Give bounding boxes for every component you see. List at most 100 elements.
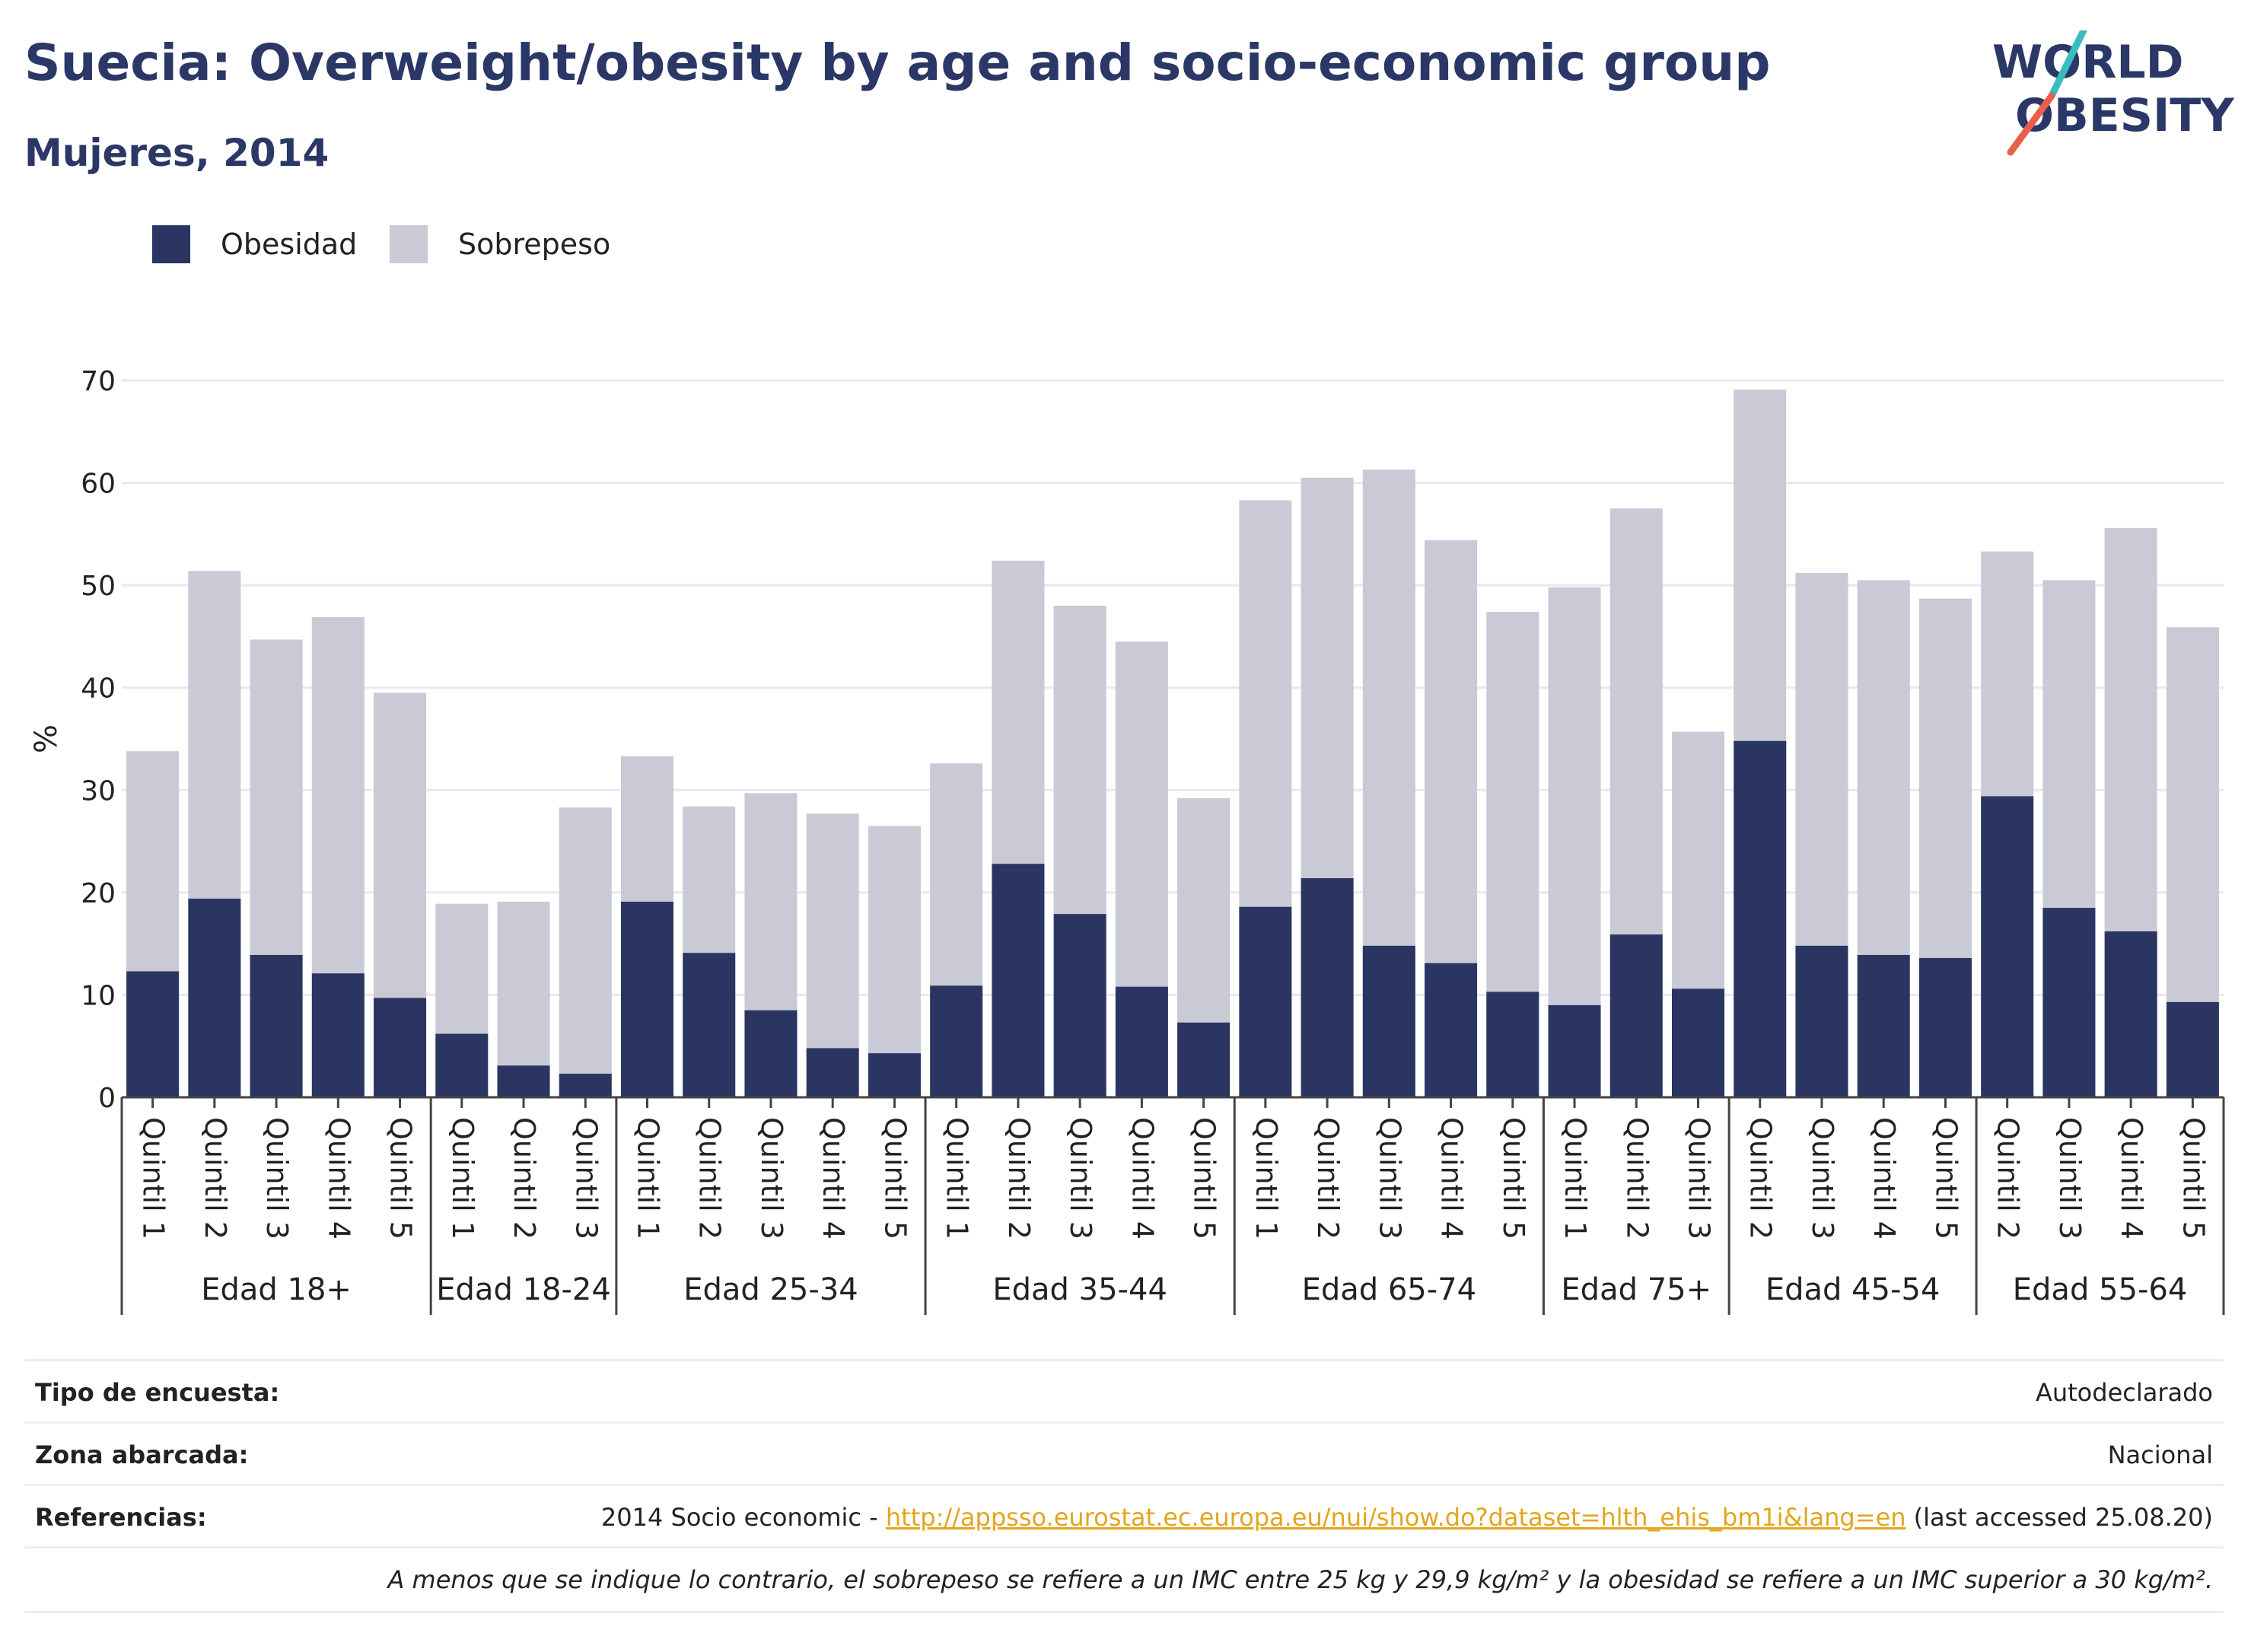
x-tick-label: Quintil 3 — [755, 1117, 788, 1240]
x-tick-label: Quintil 2 — [1992, 1117, 2025, 1240]
bar-obesidad — [1053, 914, 1106, 1097]
bar-obesidad — [311, 973, 365, 1097]
bar-sobrepeso — [1609, 508, 1663, 935]
legend-label-sobrepeso: Sobrepeso — [458, 228, 611, 261]
x-tick-label: Quintil 1 — [137, 1117, 170, 1240]
x-tick-label: Quintil 2 — [1744, 1117, 1778, 1240]
survey-value: Autodeclarado — [2035, 1378, 2213, 1407]
bar-obesidad — [435, 1033, 489, 1097]
bar-sobrepeso — [868, 826, 921, 1054]
references-value: 2014 Socio economic - http://appsso.euro… — [601, 1503, 2213, 1532]
bar-sobrepeso — [1115, 641, 1168, 987]
bar-sobrepeso — [311, 616, 365, 974]
bar-sobrepeso — [683, 806, 736, 953]
bar-obesidad — [2042, 908, 2096, 1097]
y-tick-label: 50 — [81, 571, 116, 602]
logo-slash-teal — [2048, 30, 2087, 100]
references-link[interactable]: http://appsso.eurostat.ec.europa.eu/nui/… — [885, 1503, 1906, 1532]
x-tick-label: Quintil 2 — [693, 1117, 727, 1240]
bar-obesidad — [930, 985, 983, 1097]
bar-obesidad — [374, 998, 427, 1097]
x-tick-label: Quintil 1 — [632, 1117, 665, 1240]
x-tick-label: Quintil 5 — [878, 1117, 912, 1240]
bar-sobrepeso — [250, 639, 303, 955]
x-tick-label: Quintil 1 — [1250, 1117, 1283, 1240]
bar-obesidad — [559, 1074, 612, 1097]
logo-slash-red — [2007, 92, 2055, 156]
x-tick-label: Quintil 3 — [1373, 1117, 1406, 1240]
area-value: Nacional — [2107, 1440, 2213, 1469]
y-tick-label: 30 — [81, 775, 116, 807]
x-tick-label: Quintil 2 — [1311, 1117, 1345, 1240]
x-tick-label: Quintil 4 — [1867, 1117, 1901, 1240]
bar-obesidad — [2166, 1001, 2219, 1097]
legend-item-obesidad[interactable]: Obesidad — [152, 225, 357, 263]
group-label: Edad 55-64 — [2013, 1272, 2188, 1307]
bar-obesidad — [744, 1010, 798, 1097]
bar-obesidad — [1981, 796, 2034, 1097]
y-tick-label: 0 — [98, 1083, 116, 1114]
bar-obesidad — [1115, 986, 1168, 1097]
info-row-area: Zona abarcada: Nacional — [24, 1421, 2224, 1486]
bar-sobrepeso — [744, 793, 798, 1011]
x-tick-label: Quintil 4 — [1126, 1117, 1159, 1240]
bar-obesidad — [1177, 1022, 1231, 1097]
world-obesity-logo: WORLD OBESITY — [1992, 30, 2235, 156]
definition-note: A menos que se indique lo contrario, el … — [387, 1565, 2213, 1594]
info-row-survey: Tipo de encuesta: Autodeclarado — [24, 1359, 2224, 1424]
bar-sobrepeso — [1548, 587, 1601, 1005]
x-tick-label: Quintil 1 — [446, 1117, 479, 1240]
bar-obesidad — [1671, 988, 1725, 1097]
x-tick-label: Quintil 5 — [2176, 1117, 2210, 1240]
x-tick-label: Quintil 2 — [199, 1117, 232, 1240]
y-axis-title: % — [29, 724, 64, 753]
x-tick-label: Quintil 5 — [1497, 1117, 1530, 1240]
references-prefix: 2014 Socio economic - — [600, 1503, 886, 1532]
bar-obesidad — [683, 953, 736, 1097]
bar-sobrepeso — [188, 571, 241, 899]
y-tick-label: 70 — [81, 366, 116, 397]
bar-obesidad — [992, 864, 1045, 1097]
x-tick-label: Quintil 5 — [1188, 1117, 1221, 1240]
info-row-references: Referencias: 2014 Socio economic - http:… — [24, 1484, 2224, 1549]
chart-title: Suecia: Overweight/obesity by age and so… — [24, 33, 1771, 92]
bar-obesidad — [620, 901, 674, 1097]
bar-sobrepeso — [620, 756, 674, 902]
legend-swatch-obesidad — [152, 225, 190, 263]
x-tick-label: Quintil 4 — [817, 1117, 850, 1240]
group-label: Edad 18-24 — [436, 1272, 611, 1307]
bar-obesidad — [1918, 957, 1972, 1097]
x-tick-label: Quintil 2 — [508, 1117, 541, 1240]
bar-obesidad — [1548, 1004, 1601, 1097]
x-tick-label: Quintil 2 — [1002, 1117, 1036, 1240]
x-tick-label: Quintil 3 — [1806, 1117, 1839, 1240]
x-tick-label: Quintil 4 — [2115, 1117, 2148, 1240]
legend-swatch-sobrepeso — [390, 225, 428, 263]
bar-obesidad — [1486, 992, 1539, 1097]
y-tick-label: 40 — [81, 673, 116, 705]
bar-sobrepeso — [1795, 572, 1848, 946]
info-row-note: A menos que se indique lo contrario, el … — [24, 1546, 2224, 1613]
x-tick-label: Quintil 3 — [1064, 1117, 1097, 1240]
bar-sobrepeso — [1362, 469, 1415, 946]
y-tick-label: 60 — [81, 469, 116, 500]
bar-obesidad — [1239, 906, 1292, 1097]
bar-sobrepeso — [126, 751, 180, 972]
bar-sobrepeso — [1239, 500, 1292, 907]
bar-obesidad — [1301, 878, 1354, 1097]
legend-label-obesidad: Obesidad — [221, 228, 358, 261]
survey-label: Tipo de encuesta: — [35, 1378, 280, 1407]
references-label: Referencias: — [35, 1503, 207, 1532]
x-tick-label: Quintil 2 — [1620, 1117, 1654, 1240]
bar-obesidad — [1425, 963, 1478, 1097]
logo-text-world: WORLD — [1992, 36, 2183, 89]
x-tick-label: Quintil 4 — [322, 1117, 355, 1240]
y-tick-label: 10 — [81, 980, 116, 1011]
bar-obesidad — [868, 1053, 921, 1097]
area-label: Zona abarcada: — [35, 1440, 249, 1469]
legend-item-sobrepeso[interactable]: Sobrepeso — [390, 225, 610, 263]
bar-sobrepeso — [374, 692, 427, 998]
group-label: Edad 18+ — [201, 1272, 352, 1307]
bar-sobrepeso — [1177, 798, 1231, 1023]
x-tick-label: Quintil 4 — [1435, 1117, 1469, 1240]
